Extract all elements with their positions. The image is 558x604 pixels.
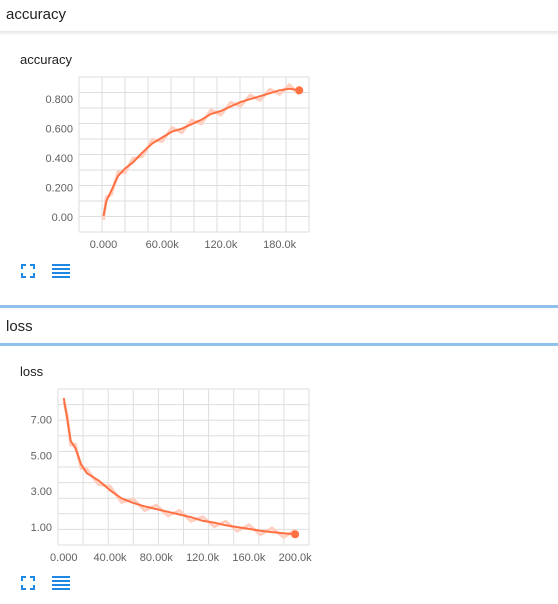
y-tick-label: 0.200: [45, 183, 73, 195]
y-tick-label: 5.00: [31, 450, 52, 462]
x-tick-label: 0.000: [50, 552, 78, 564]
fullscreen-icon[interactable]: [20, 575, 36, 591]
chart-title-loss: loss: [20, 364, 44, 379]
section-header-loss[interactable]: loss: [6, 318, 33, 335]
accuracy-chart-actions: [20, 263, 84, 279]
last-point-marker: [291, 530, 300, 539]
loss-chart-actions: [20, 575, 84, 591]
series-line: [62, 397, 296, 536]
section-divider: [0, 305, 558, 308]
x-tick-label: 180.0k: [263, 239, 297, 251]
x-tick-label: 0.000: [90, 239, 118, 251]
y-tick-label: 0.00: [52, 212, 73, 224]
last-point-marker: [295, 86, 304, 95]
x-tick-label: 40.00k: [94, 552, 128, 564]
x-tick-label: 120.0k: [204, 239, 238, 251]
x-tick-label: 160.0k: [232, 552, 266, 564]
y-tick-label: 1.00: [31, 522, 52, 534]
x-tick-label: 80.00k: [140, 552, 174, 564]
section-header-accuracy[interactable]: accuracy: [6, 6, 67, 23]
x-tick-label: 120.0k: [186, 552, 220, 564]
raw-series-line: [62, 401, 296, 540]
data-table-icon[interactable]: [52, 575, 70, 591]
y-tick-label: 3.00: [31, 486, 52, 498]
chart-title-accuracy: accuracy: [20, 52, 73, 67]
accuracy-chart: 0.00 0.200 0.400 0.600 0.800 0.000 60.00k 120.0…: [45, 76, 310, 251]
raw-series-line: [102, 82, 301, 220]
y-tick-label: 0.600: [45, 124, 73, 136]
loss-chart: 1.00 3.00 5.00 7.00 0.000 40.00k 80.00k 120.0k 1…: [31, 388, 313, 564]
x-tick-label: 60.00k: [146, 239, 180, 251]
y-tick-label: 0.800: [45, 94, 73, 106]
fullscreen-icon[interactable]: [20, 263, 36, 279]
y-tick-label: 7.00: [31, 414, 52, 426]
series-line: [102, 87, 300, 216]
y-tick-label: 0.400: [45, 153, 73, 165]
section-divider: [0, 343, 558, 346]
data-table-icon[interactable]: [52, 263, 70, 279]
x-tick-label: 200.0k: [279, 552, 313, 564]
header-shadow: [0, 31, 558, 36]
